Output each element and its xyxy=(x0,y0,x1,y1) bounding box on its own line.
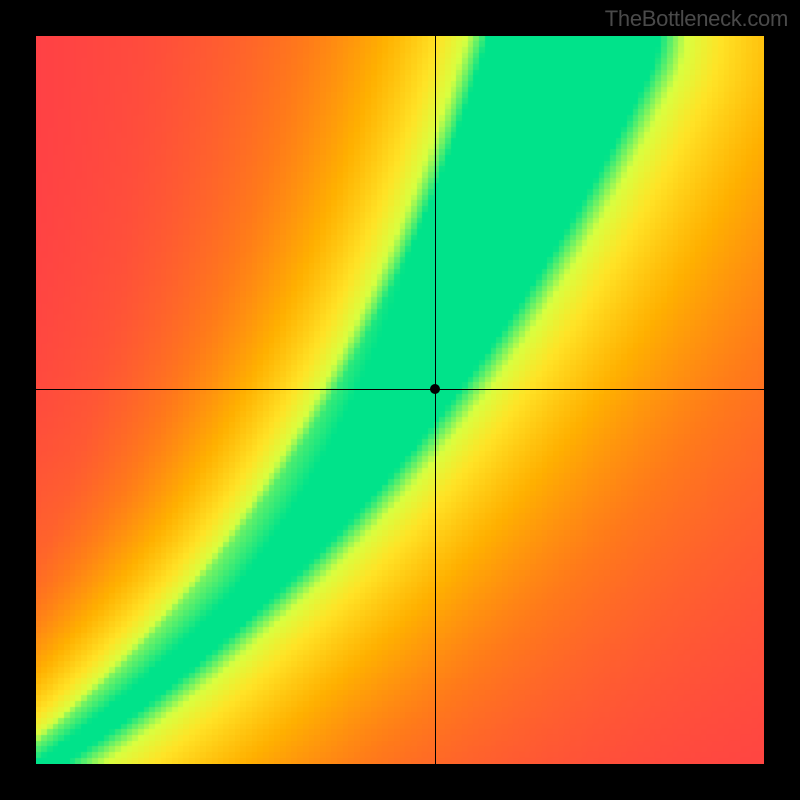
chart-container: { "watermark": { "text": "TheBottleneck.… xyxy=(0,0,800,800)
watermark-text: TheBottleneck.com xyxy=(605,6,788,32)
crosshair-horizontal xyxy=(36,389,764,390)
bottleneck-heatmap xyxy=(36,36,764,764)
crosshair-marker xyxy=(430,384,440,394)
crosshair-vertical xyxy=(435,36,436,764)
